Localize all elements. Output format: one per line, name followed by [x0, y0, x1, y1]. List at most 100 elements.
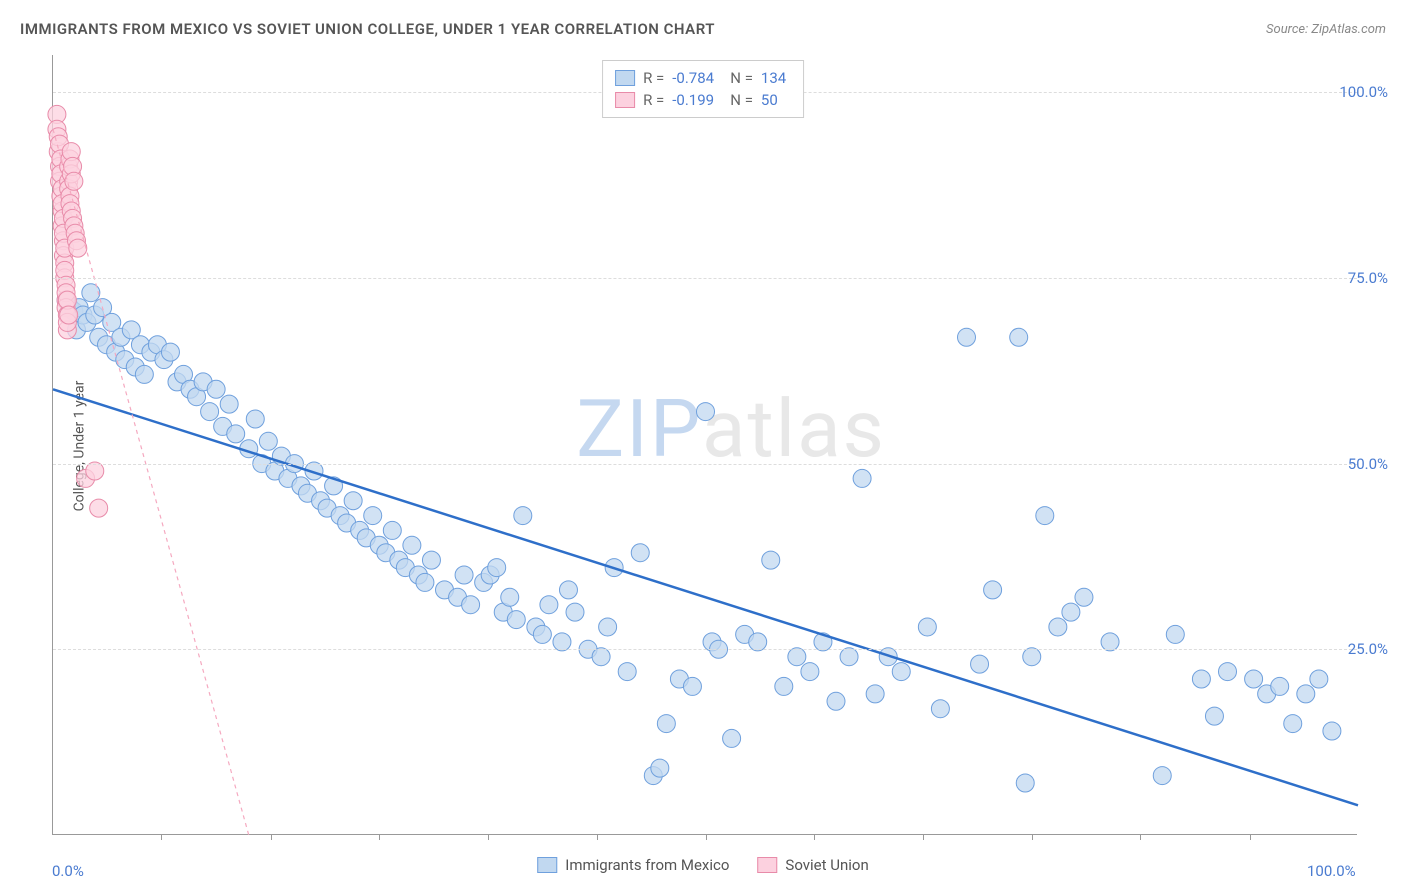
series-legend-label: Immigrants from Mexico: [565, 856, 729, 874]
y-tick-label: 100.0%: [1339, 83, 1388, 101]
data-point: [86, 462, 104, 480]
x-tick: [1140, 834, 1141, 840]
legend-r-value: -0.784: [672, 69, 722, 87]
data-point: [201, 403, 219, 421]
data-point: [60, 306, 78, 324]
data-point: [1036, 507, 1054, 525]
data-point: [840, 648, 858, 666]
data-point: [1323, 722, 1341, 740]
legend-swatch: [757, 857, 777, 873]
x-tick: [597, 834, 598, 840]
data-point: [383, 521, 401, 539]
data-point: [801, 663, 819, 681]
data-point: [1271, 677, 1289, 695]
y-tick-label: 25.0%: [1348, 640, 1388, 658]
x-tick: [706, 834, 707, 840]
legend-swatch: [537, 857, 557, 873]
data-point: [827, 692, 845, 710]
data-point: [657, 715, 675, 733]
correlation-legend-row: R =-0.784N =134: [615, 67, 791, 89]
data-point: [971, 655, 989, 673]
legend-r-value: -0.199: [672, 91, 722, 109]
data-point: [853, 469, 871, 487]
data-point: [618, 663, 636, 681]
series-legend-item: Soviet Union: [757, 856, 868, 874]
x-tick: [814, 834, 815, 840]
y-tick-label: 50.0%: [1348, 455, 1388, 473]
data-point: [227, 425, 245, 443]
data-point: [958, 328, 976, 346]
legend-n-label: N =: [730, 91, 753, 109]
data-point: [775, 677, 793, 695]
data-point: [135, 365, 153, 383]
data-point: [1192, 670, 1210, 688]
x-tick: [1032, 834, 1033, 840]
data-point: [1219, 663, 1237, 681]
legend-n-value: 50: [761, 91, 791, 109]
y-tick-label: 75.0%: [1348, 269, 1388, 287]
data-point: [592, 648, 610, 666]
legend-swatch: [615, 92, 635, 108]
data-point: [723, 729, 741, 747]
x-tick: [379, 834, 380, 840]
data-point: [246, 410, 264, 428]
data-point: [69, 239, 87, 257]
data-point: [984, 581, 1002, 599]
chart-title: IMMIGRANTS FROM MEXICO VS SOVIET UNION C…: [20, 20, 715, 38]
x-tick: [488, 834, 489, 840]
data-point: [161, 343, 179, 361]
legend-r-label: R =: [643, 91, 664, 109]
data-point: [1010, 328, 1028, 346]
data-point: [416, 573, 434, 591]
data-point: [651, 759, 669, 777]
gridline: [53, 464, 1357, 465]
data-point: [566, 603, 584, 621]
data-point: [1075, 588, 1093, 606]
data-point: [344, 492, 362, 510]
data-point: [207, 380, 225, 398]
data-point: [931, 700, 949, 718]
correlation-legend: R =-0.784N =134R =-0.199N =50: [602, 60, 804, 118]
series-legend-item: Immigrants from Mexico: [537, 856, 729, 874]
data-point: [1062, 603, 1080, 621]
legend-n-label: N =: [730, 69, 753, 87]
data-point: [762, 551, 780, 569]
data-point: [1310, 670, 1328, 688]
data-point: [866, 685, 884, 703]
data-point: [1205, 707, 1223, 725]
data-point: [1023, 648, 1041, 666]
data-point: [422, 551, 440, 569]
legend-swatch: [615, 70, 635, 86]
data-point: [1101, 633, 1119, 651]
data-point: [1016, 774, 1034, 792]
chart-plot-area: ZIPatlas: [52, 55, 1357, 835]
data-point: [364, 507, 382, 525]
series-legend: Immigrants from Mexico Soviet Union: [537, 856, 869, 874]
data-point: [553, 633, 571, 651]
data-point: [540, 596, 558, 614]
data-point: [749, 633, 767, 651]
data-point: [65, 172, 83, 190]
data-point: [683, 677, 701, 695]
data-point: [1245, 670, 1263, 688]
scatter-plot-svg: [53, 55, 1357, 834]
x-tick: [1250, 834, 1251, 840]
data-point: [533, 625, 551, 643]
data-point: [507, 611, 525, 629]
data-point: [697, 403, 715, 421]
gridline: [53, 649, 1357, 650]
data-point: [1153, 767, 1171, 785]
data-point: [599, 618, 617, 636]
data-point: [1297, 685, 1315, 703]
data-point: [488, 559, 506, 577]
data-point: [220, 395, 238, 413]
x-tick-label: 100.0%: [1307, 862, 1356, 880]
data-point: [259, 432, 277, 450]
legend-n-value: 134: [761, 69, 791, 87]
data-point: [462, 596, 480, 614]
data-point: [788, 648, 806, 666]
x-tick: [161, 834, 162, 840]
gridline: [53, 278, 1357, 279]
data-point: [918, 618, 936, 636]
data-point: [501, 588, 519, 606]
